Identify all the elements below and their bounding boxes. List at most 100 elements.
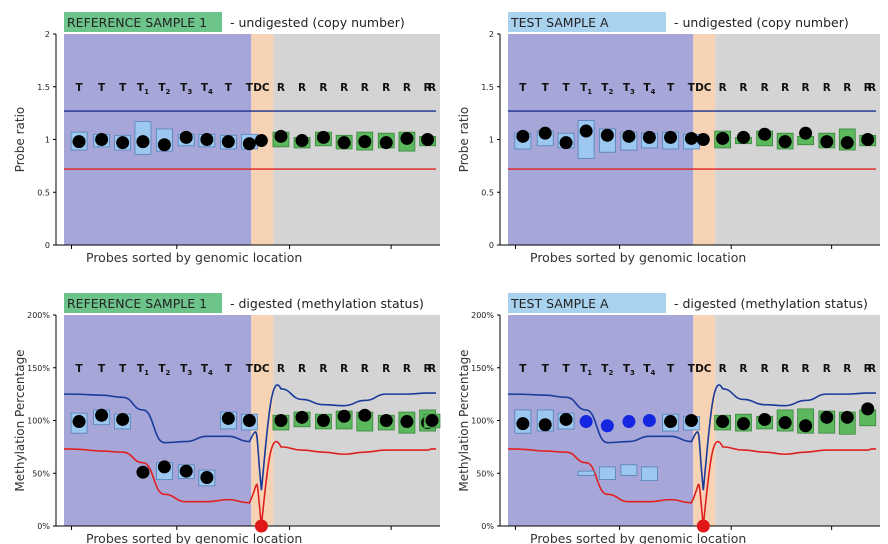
probe-point [696,519,710,533]
probe-point [400,131,414,145]
probe-point [337,409,351,423]
probe-label-subscript: 2 [166,88,171,96]
sample-label: TEST SAMPLE A [510,15,609,30]
probe-label: R [761,363,769,375]
x-axis-label: Probes sorted by genomic location [530,250,746,265]
probe-point [254,134,268,148]
probe-point [579,415,593,429]
probe-label: T [75,82,83,94]
probe-point [820,410,834,424]
chart-panel-1: 0 0.5 1 1.5 2 Probe ratio Probes sorted by gen… [13,12,440,265]
panel-subtitle: - digested (methylation status) [674,296,868,311]
probe-label-subscript: 3 [187,88,192,96]
y-tick-label: 100% [27,417,50,426]
probe-label: T [246,363,254,375]
probe-label: T [225,82,233,94]
probe-point [116,136,130,150]
probe-label: R [843,82,851,94]
probe-label: R [428,82,436,94]
probe-label: R [424,363,432,375]
probe-label: T [667,82,675,94]
probe-label-subscript: 2 [608,88,613,96]
probe-label: R [298,82,306,94]
probe-point [179,464,193,478]
probe-label: T [98,82,106,94]
probe-point [72,415,86,429]
probe-box [620,464,638,476]
probe-point [758,127,772,141]
upper-curve [63,384,436,491]
probe-point [716,131,730,145]
probe-point [157,138,171,152]
probe-label-subscript: 3 [187,369,192,377]
probe-point [295,134,309,148]
probe-label: T [119,82,127,94]
probe-box [641,466,658,481]
probe-point [221,411,235,425]
probe-point [538,126,552,140]
sample-label: TEST SAMPLE A [510,296,609,311]
y-tick-label: 1.5 [481,83,494,92]
panel-subtitle: - undigested (copy number) [674,15,849,30]
y-tick-label: 0% [481,522,494,531]
probe-point [684,131,698,145]
probe-point [242,414,256,427]
probe-label: R [277,82,285,94]
probe-point [622,415,636,429]
probe-point [116,412,130,426]
probe-label: R [823,82,831,94]
probe-point [664,415,678,429]
y-tick-label: 1 [489,136,494,145]
panel-subtitle: - undigested (copy number) [230,15,405,30]
probe-point [600,419,614,433]
probe-point [642,414,656,427]
probe-point [516,417,530,431]
probe-label: T [246,82,254,94]
probe-label: R [802,363,810,375]
y-tick-label: 50% [32,469,50,478]
probe-label: DC [695,82,712,94]
probe-label: T [542,363,550,375]
y-tick-label: 0.5 [481,188,494,197]
probe-label-subscript: 4 [208,88,213,96]
probe-label-subscript: 4 [651,369,656,377]
probe-label: DC [695,363,712,375]
probe-label: R [781,363,789,375]
probe-label: R [823,363,831,375]
probe-label: R [382,363,390,375]
y-tick-label: 1.5 [37,83,50,92]
probe-point [425,414,439,427]
probe-point [716,415,730,429]
probe-box [598,466,616,480]
probe-point [758,412,772,426]
probe-point [72,135,86,149]
probe-point [579,124,593,138]
probe-point [200,133,214,146]
probe-label: T [562,82,570,94]
probe-point [736,130,750,144]
probe-label: R [361,363,369,375]
probe-label-subscript: 3 [630,369,635,377]
probe-point [274,129,288,143]
probe-label: R [864,363,872,375]
probe-label: R [319,82,327,94]
probe-point [799,419,813,433]
y-tick-label: 1 [45,136,50,145]
y-tick-label: 0.5 [37,188,50,197]
probe-point [358,408,372,422]
probe-point [274,414,288,427]
probe-point [136,465,150,479]
probe-point [820,135,834,149]
probe-box [577,470,595,476]
probe-point [316,130,330,144]
probe-point [379,136,393,150]
x-axis-label: Probes sorted by genomic location [530,531,746,544]
probe-label: T [542,82,550,94]
sample-label: REFERENCE SAMPLE 1 [67,15,207,30]
probe-point [538,418,552,432]
probe-label-subscript: 2 [166,369,171,377]
y-tick-label: 100% [471,417,494,426]
probe-point [559,136,573,150]
probe-label: T [688,82,696,94]
probe-label: T [225,363,233,375]
